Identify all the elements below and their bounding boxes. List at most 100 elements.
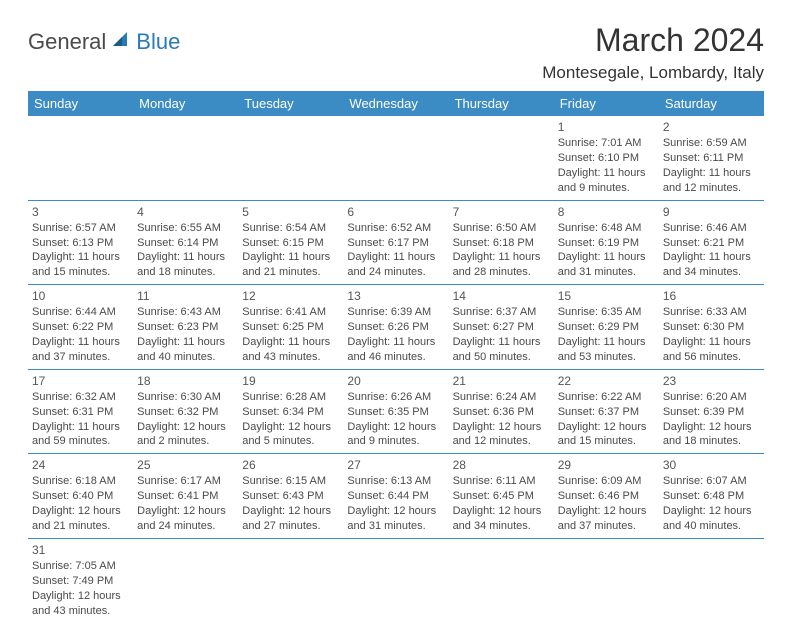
sunset-text: Sunset: 6:48 PM: [663, 489, 760, 504]
daylight-text: Daylight: 11 hours and 28 minutes.: [453, 250, 550, 280]
sunrise-text: Sunrise: 6:22 AM: [558, 390, 655, 405]
daylight-text: Daylight: 12 hours and 43 minutes.: [32, 589, 129, 619]
day-cell: 7Sunrise: 6:50 AMSunset: 6:18 PMDaylight…: [449, 200, 554, 285]
sunrise-text: Sunrise: 6:09 AM: [558, 474, 655, 489]
calendar-table: SundayMondayTuesdayWednesdayThursdayFrid…: [28, 91, 764, 622]
day-number: 26: [242, 457, 339, 473]
day-cell: 29Sunrise: 6:09 AMSunset: 6:46 PMDayligh…: [554, 454, 659, 539]
daylight-text: Daylight: 11 hours and 37 minutes.: [32, 335, 129, 365]
day-number: 2: [663, 119, 760, 135]
day-header: Saturday: [659, 91, 764, 116]
day-cell: [659, 538, 764, 622]
day-number: 11: [137, 288, 234, 304]
day-cell: 26Sunrise: 6:15 AMSunset: 6:43 PMDayligh…: [238, 454, 343, 539]
logo-text-general: General: [28, 29, 106, 55]
sunset-text: Sunset: 6:29 PM: [558, 320, 655, 335]
calendar-body: 1Sunrise: 7:01 AMSunset: 6:10 PMDaylight…: [28, 116, 764, 622]
day-header: Friday: [554, 91, 659, 116]
day-cell: 10Sunrise: 6:44 AMSunset: 6:22 PMDayligh…: [28, 285, 133, 370]
sunrise-text: Sunrise: 6:18 AM: [32, 474, 129, 489]
day-number: 29: [558, 457, 655, 473]
day-cell: 24Sunrise: 6:18 AMSunset: 6:40 PMDayligh…: [28, 454, 133, 539]
daylight-text: Daylight: 12 hours and 27 minutes.: [242, 504, 339, 534]
sunset-text: Sunset: 6:21 PM: [663, 236, 760, 251]
day-cell: 30Sunrise: 6:07 AMSunset: 6:48 PMDayligh…: [659, 454, 764, 539]
daylight-text: Daylight: 11 hours and 43 minutes.: [242, 335, 339, 365]
daylight-text: Daylight: 12 hours and 12 minutes.: [453, 420, 550, 450]
day-cell: 11Sunrise: 6:43 AMSunset: 6:23 PMDayligh…: [133, 285, 238, 370]
day-cell: 27Sunrise: 6:13 AMSunset: 6:44 PMDayligh…: [343, 454, 448, 539]
sunrise-text: Sunrise: 6:33 AM: [663, 305, 760, 320]
day-number: 5: [242, 204, 339, 220]
day-header-row: SundayMondayTuesdayWednesdayThursdayFrid…: [28, 91, 764, 116]
day-cell: 16Sunrise: 6:33 AMSunset: 6:30 PMDayligh…: [659, 285, 764, 370]
day-number: 13: [347, 288, 444, 304]
day-number: 24: [32, 457, 129, 473]
sunset-text: Sunset: 6:36 PM: [453, 405, 550, 420]
page-title: March 2024: [542, 22, 764, 59]
sunrise-text: Sunrise: 6:48 AM: [558, 221, 655, 236]
sunset-text: Sunset: 6:14 PM: [137, 236, 234, 251]
header: General Blue March 2024 Montesegale, Lom…: [28, 22, 764, 83]
day-cell: [133, 116, 238, 200]
sunset-text: Sunset: 6:17 PM: [347, 236, 444, 251]
day-number: 19: [242, 373, 339, 389]
sunset-text: Sunset: 6:46 PM: [558, 489, 655, 504]
sunrise-text: Sunrise: 6:11 AM: [453, 474, 550, 489]
daylight-text: Daylight: 12 hours and 37 minutes.: [558, 504, 655, 534]
day-number: 4: [137, 204, 234, 220]
day-number: 6: [347, 204, 444, 220]
sunset-text: Sunset: 6:27 PM: [453, 320, 550, 335]
sunrise-text: Sunrise: 6:57 AM: [32, 221, 129, 236]
sunrise-text: Sunrise: 7:05 AM: [32, 559, 129, 574]
daylight-text: Daylight: 11 hours and 56 minutes.: [663, 335, 760, 365]
daylight-text: Daylight: 11 hours and 9 minutes.: [558, 166, 655, 196]
sunset-text: Sunset: 6:41 PM: [137, 489, 234, 504]
daylight-text: Daylight: 11 hours and 53 minutes.: [558, 335, 655, 365]
day-cell: [554, 538, 659, 622]
daylight-text: Daylight: 11 hours and 59 minutes.: [32, 420, 129, 450]
day-cell: 13Sunrise: 6:39 AMSunset: 6:26 PMDayligh…: [343, 285, 448, 370]
sunrise-text: Sunrise: 6:37 AM: [453, 305, 550, 320]
daylight-text: Daylight: 12 hours and 15 minutes.: [558, 420, 655, 450]
day-number: 10: [32, 288, 129, 304]
daylight-text: Daylight: 11 hours and 21 minutes.: [242, 250, 339, 280]
location-label: Montesegale, Lombardy, Italy: [542, 63, 764, 83]
day-cell: [238, 538, 343, 622]
sunset-text: Sunset: 6:18 PM: [453, 236, 550, 251]
day-cell: [449, 538, 554, 622]
day-number: 9: [663, 204, 760, 220]
sunset-text: Sunset: 6:35 PM: [347, 405, 444, 420]
day-number: 14: [453, 288, 550, 304]
daylight-text: Daylight: 11 hours and 15 minutes.: [32, 250, 129, 280]
calendar-week-row: 10Sunrise: 6:44 AMSunset: 6:22 PMDayligh…: [28, 285, 764, 370]
sunrise-text: Sunrise: 6:55 AM: [137, 221, 234, 236]
day-cell: 9Sunrise: 6:46 AMSunset: 6:21 PMDaylight…: [659, 200, 764, 285]
daylight-text: Daylight: 12 hours and 40 minutes.: [663, 504, 760, 534]
calendar-week-row: 17Sunrise: 6:32 AMSunset: 6:31 PMDayligh…: [28, 369, 764, 454]
day-cell: [28, 116, 133, 200]
daylight-text: Daylight: 11 hours and 31 minutes.: [558, 250, 655, 280]
day-number: 28: [453, 457, 550, 473]
sunset-text: Sunset: 6:15 PM: [242, 236, 339, 251]
sunrise-text: Sunrise: 6:50 AM: [453, 221, 550, 236]
day-number: 3: [32, 204, 129, 220]
daylight-text: Daylight: 12 hours and 9 minutes.: [347, 420, 444, 450]
day-number: 27: [347, 457, 444, 473]
sunrise-text: Sunrise: 6:15 AM: [242, 474, 339, 489]
sunset-text: Sunset: 6:10 PM: [558, 151, 655, 166]
daylight-text: Daylight: 11 hours and 18 minutes.: [137, 250, 234, 280]
day-cell: [343, 116, 448, 200]
sunrise-text: Sunrise: 6:41 AM: [242, 305, 339, 320]
sunset-text: Sunset: 7:49 PM: [32, 574, 129, 589]
sunset-text: Sunset: 6:26 PM: [347, 320, 444, 335]
sunset-text: Sunset: 6:44 PM: [347, 489, 444, 504]
sunrise-text: Sunrise: 6:39 AM: [347, 305, 444, 320]
day-cell: [449, 116, 554, 200]
day-cell: 21Sunrise: 6:24 AMSunset: 6:36 PMDayligh…: [449, 369, 554, 454]
day-cell: 4Sunrise: 6:55 AMSunset: 6:14 PMDaylight…: [133, 200, 238, 285]
daylight-text: Daylight: 12 hours and 2 minutes.: [137, 420, 234, 450]
sunrise-text: Sunrise: 6:46 AM: [663, 221, 760, 236]
sunset-text: Sunset: 6:40 PM: [32, 489, 129, 504]
day-number: 23: [663, 373, 760, 389]
